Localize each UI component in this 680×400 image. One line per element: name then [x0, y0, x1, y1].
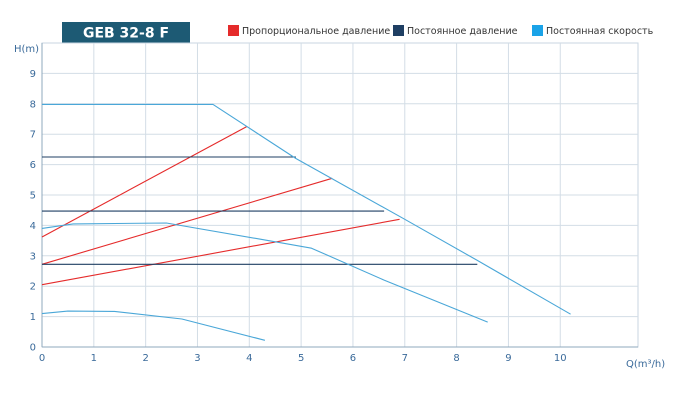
x-tick-label: 6 — [350, 353, 356, 364]
x-axis-label: Q(m³/h) — [626, 359, 665, 370]
title-box — [62, 22, 190, 43]
grid — [41, 42, 639, 348]
x-tick-label: 8 — [453, 353, 459, 364]
legend: Пропорциональное давление Постоянное давл… — [228, 25, 654, 37]
x-tick-label: 1 — [91, 353, 97, 364]
y-axis-label: H(m) — [14, 44, 39, 55]
y-tick-label: 5 — [30, 191, 36, 202]
chart-title: GEB 32-8 F — [83, 26, 169, 42]
y-tick-label: 1 — [30, 312, 36, 323]
legend-swatch — [393, 25, 404, 36]
tick-labels: 0 1 2 3 4 5 6 7 8 9 10 0 1 2 3 4 5 6 7 8 9 — [30, 69, 567, 364]
y-tick-label: 6 — [30, 160, 36, 171]
legend-swatch — [228, 25, 239, 36]
y-tick-label: 2 — [30, 282, 36, 293]
legend-swatch — [532, 25, 543, 36]
series-line-constant-speed-7 — [42, 103, 571, 315]
y-tick-label: 8 — [30, 99, 36, 110]
x-tick-label: 5 — [298, 353, 304, 364]
x-tick-label: 0 — [39, 353, 45, 364]
x-tick-label: 7 — [402, 353, 408, 364]
series-line-constant-speed-8 — [41, 222, 488, 323]
x-tick-label: 10 — [554, 353, 567, 364]
y-tick-label: 9 — [30, 69, 36, 80]
legend-label: Пропорциональное давление — [242, 26, 390, 37]
series-line-proportional-3 — [41, 126, 247, 238]
legend-label: Постоянная скорость — [546, 26, 654, 37]
series-line-proportional-1 — [41, 218, 400, 286]
series-line-proportional-2 — [41, 177, 333, 265]
x-tick-label: 3 — [194, 353, 200, 364]
y-tick-label: 7 — [30, 130, 36, 141]
y-tick-label: 0 — [30, 343, 36, 354]
y-tick-label: 3 — [30, 251, 36, 262]
x-tick-label: 2 — [142, 353, 148, 364]
series-group — [41, 103, 571, 341]
y-tick-label: 4 — [30, 221, 36, 232]
legend-label: Постоянное давление — [407, 26, 518, 37]
x-tick-label: 4 — [246, 353, 252, 364]
x-tick-label: 9 — [505, 353, 511, 364]
series-line-constant-speed-9 — [41, 310, 266, 341]
